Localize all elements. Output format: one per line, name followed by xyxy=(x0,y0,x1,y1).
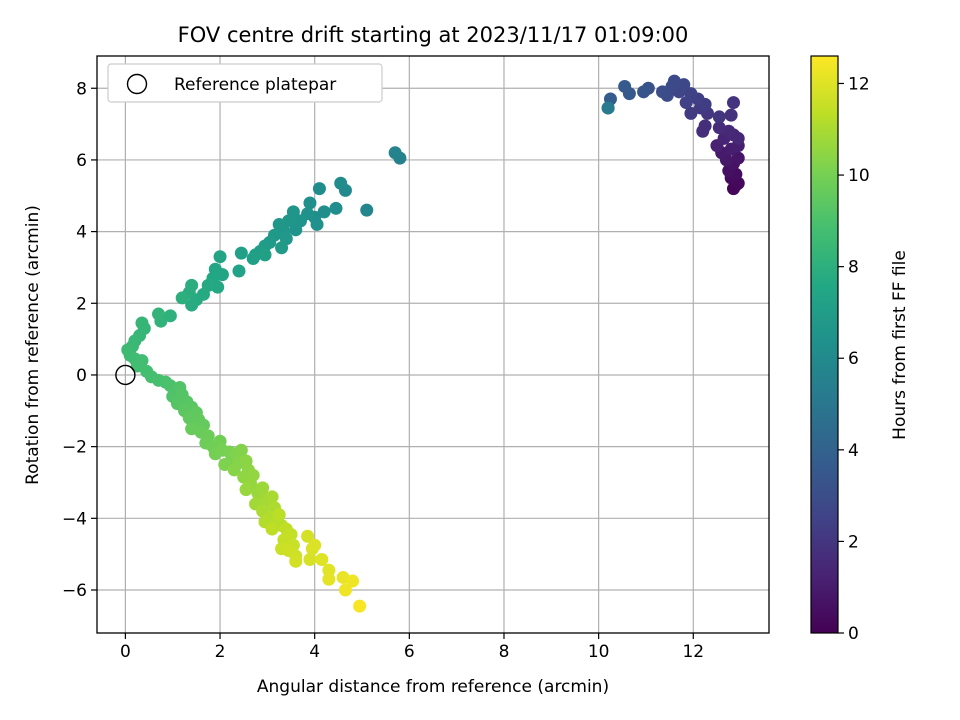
data-point xyxy=(724,108,738,122)
data-point xyxy=(712,110,726,124)
data-point xyxy=(618,79,632,93)
x-axis-label: Angular distance from reference (arcmin) xyxy=(257,677,609,697)
y-tick-label: 2 xyxy=(76,294,87,314)
y-axis-label: Rotation from reference (arcmin) xyxy=(23,205,43,485)
data-point xyxy=(360,203,374,217)
data-point xyxy=(135,316,149,330)
data-point xyxy=(289,554,303,568)
data-point xyxy=(712,121,726,135)
data-point xyxy=(256,481,270,495)
data-point xyxy=(130,359,144,373)
colorbar-tick-label: 8 xyxy=(848,258,859,278)
data-point xyxy=(239,483,253,497)
data-point xyxy=(656,85,670,99)
colorbar-gradient xyxy=(811,56,838,633)
data-point xyxy=(234,443,248,457)
data-point xyxy=(667,74,681,88)
colorbar-tick-label: 2 xyxy=(848,532,859,552)
data-point xyxy=(289,223,303,237)
reference-platepar-marker xyxy=(115,364,136,386)
y-tick-label: −6 xyxy=(62,581,87,601)
x-tick-label: 2 xyxy=(215,642,226,662)
colorbar-tick-label: 0 xyxy=(848,624,859,644)
data-point xyxy=(185,278,199,292)
data-point xyxy=(265,490,279,504)
y-tick-label: 0 xyxy=(76,366,87,386)
data-point xyxy=(684,87,698,101)
data-point xyxy=(163,309,177,323)
data-point xyxy=(334,176,348,190)
plot-frame xyxy=(96,55,770,634)
data-point xyxy=(218,458,232,472)
data-point xyxy=(232,264,246,278)
data-point xyxy=(317,205,331,219)
y-tick-label: −4 xyxy=(62,509,87,529)
data-point xyxy=(338,583,352,597)
legend-box xyxy=(107,63,383,103)
data-point xyxy=(698,119,712,133)
data-point xyxy=(731,151,745,165)
data-point xyxy=(322,563,336,577)
colorbar: 0 2 4 6 8 10 12 Hours from first FF file xyxy=(810,55,910,644)
legend: Reference platepar xyxy=(107,63,383,103)
data-point xyxy=(175,291,189,305)
chart-title: FOV centre drift starting at 2023/11/17 … xyxy=(178,23,689,47)
data-point xyxy=(727,96,741,110)
data-point xyxy=(637,85,651,99)
legend-label-reference: Reference platepar xyxy=(174,75,336,95)
reference-marker-layer xyxy=(115,364,136,386)
data-point xyxy=(353,599,367,613)
data-point xyxy=(310,217,324,231)
data-point xyxy=(258,248,272,262)
data-point xyxy=(329,201,343,215)
colorbar-label: Hours from first FF file xyxy=(890,250,910,440)
colorbar-ticks: 0 2 4 6 8 10 12 xyxy=(838,74,870,644)
data-points xyxy=(121,74,745,613)
data-point xyxy=(265,522,279,536)
data-point xyxy=(388,146,402,160)
y-axis-ticks: −6 −4 −2 0 2 4 6 8 xyxy=(62,79,97,601)
data-point xyxy=(684,106,698,120)
data-point xyxy=(246,251,260,265)
y-tick-label: −2 xyxy=(62,438,87,458)
data-point xyxy=(601,101,615,115)
data-point xyxy=(346,574,360,588)
colorbar-frame xyxy=(810,55,839,634)
data-point xyxy=(301,529,315,543)
colorbar-tick-label: 12 xyxy=(848,74,870,94)
legend-marker-reference xyxy=(126,73,148,95)
x-tick-label: 12 xyxy=(682,642,704,662)
data-point xyxy=(315,553,329,567)
x-tick-label: 0 xyxy=(120,642,131,662)
data-point xyxy=(213,250,227,264)
data-point xyxy=(152,307,166,321)
x-tick-label: 10 xyxy=(588,642,610,662)
data-point xyxy=(322,572,336,586)
x-tick-label: 8 xyxy=(499,642,510,662)
data-point xyxy=(185,298,199,312)
data-point xyxy=(234,246,248,260)
grid xyxy=(97,56,769,633)
data-point xyxy=(275,241,289,255)
y-tick-label: 8 xyxy=(76,79,87,99)
data-point xyxy=(272,217,286,231)
data-point xyxy=(227,463,241,477)
x-tick-label: 6 xyxy=(404,642,415,662)
x-tick-label: 4 xyxy=(309,642,320,662)
data-point xyxy=(731,131,745,145)
colorbar-tick-label: 6 xyxy=(848,349,859,369)
data-point xyxy=(272,508,286,522)
data-point xyxy=(303,196,317,210)
data-point xyxy=(303,553,317,567)
y-tick-label: 6 xyxy=(76,151,87,171)
x-axis-ticks: 0 2 4 6 8 10 12 xyxy=(120,633,704,662)
data-point xyxy=(312,182,326,196)
colorbar-tick-label: 4 xyxy=(848,441,859,461)
y-tick-label: 4 xyxy=(76,223,87,243)
colorbar-tick-label: 10 xyxy=(848,166,870,186)
data-point xyxy=(308,538,322,552)
